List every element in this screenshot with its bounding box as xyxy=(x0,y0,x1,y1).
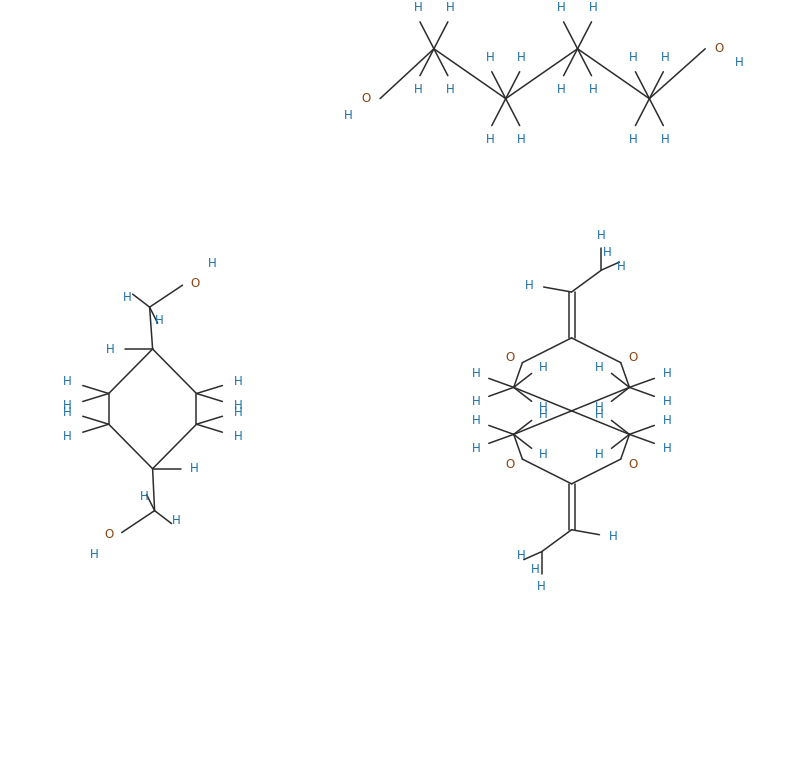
Text: H: H xyxy=(596,408,604,421)
Text: H: H xyxy=(472,367,480,380)
Text: O: O xyxy=(628,351,638,364)
Text: H: H xyxy=(603,245,612,258)
Text: H: H xyxy=(589,83,598,97)
Text: H: H xyxy=(663,414,672,427)
Text: H: H xyxy=(518,549,526,562)
Text: H: H xyxy=(663,395,672,408)
Text: H: H xyxy=(208,257,217,270)
Text: H: H xyxy=(629,51,638,65)
Text: H: H xyxy=(539,448,548,461)
Text: H: H xyxy=(106,343,115,356)
Text: H: H xyxy=(596,448,604,461)
Text: H: H xyxy=(445,2,454,14)
Text: O: O xyxy=(191,277,200,290)
Text: H: H xyxy=(234,429,243,443)
Text: H: H xyxy=(734,56,743,69)
Text: H: H xyxy=(557,2,566,14)
Text: H: H xyxy=(63,399,71,412)
Text: H: H xyxy=(596,401,604,413)
Text: H: H xyxy=(234,399,243,412)
Text: O: O xyxy=(506,351,515,364)
Text: H: H xyxy=(629,133,638,146)
Text: H: H xyxy=(526,278,534,292)
Text: H: H xyxy=(234,375,243,388)
Text: H: H xyxy=(518,51,526,65)
Text: H: H xyxy=(596,361,604,374)
Text: H: H xyxy=(539,361,548,374)
Text: H: H xyxy=(661,133,669,146)
Text: H: H xyxy=(531,563,540,576)
Text: H: H xyxy=(597,229,606,242)
Text: H: H xyxy=(663,442,672,454)
Text: O: O xyxy=(104,528,114,541)
Text: H: H xyxy=(90,548,98,561)
Text: O: O xyxy=(361,92,371,105)
Text: H: H xyxy=(663,367,672,380)
Text: H: H xyxy=(472,442,480,454)
Text: H: H xyxy=(538,580,546,593)
Text: H: H xyxy=(344,109,353,122)
Text: H: H xyxy=(123,290,132,304)
Text: H: H xyxy=(539,401,548,413)
Text: H: H xyxy=(414,2,422,14)
Text: H: H xyxy=(63,429,71,443)
Text: H: H xyxy=(557,83,566,97)
Text: H: H xyxy=(518,133,526,146)
Text: H: H xyxy=(414,83,422,97)
Text: O: O xyxy=(715,43,724,55)
Text: H: H xyxy=(172,514,181,527)
Text: H: H xyxy=(472,414,480,427)
Text: O: O xyxy=(506,458,515,470)
Text: H: H xyxy=(589,2,598,14)
Text: H: H xyxy=(155,314,164,327)
Text: H: H xyxy=(141,490,149,503)
Text: H: H xyxy=(485,51,494,65)
Text: O: O xyxy=(628,458,638,470)
Text: H: H xyxy=(63,406,71,419)
Text: H: H xyxy=(472,395,480,408)
Text: H: H xyxy=(234,406,243,419)
Text: H: H xyxy=(63,375,71,388)
Text: H: H xyxy=(485,133,494,146)
Text: H: H xyxy=(190,462,198,475)
Text: H: H xyxy=(445,83,454,97)
Text: H: H xyxy=(609,530,618,543)
Text: H: H xyxy=(617,260,626,273)
Text: H: H xyxy=(539,408,548,421)
Text: H: H xyxy=(661,51,669,65)
